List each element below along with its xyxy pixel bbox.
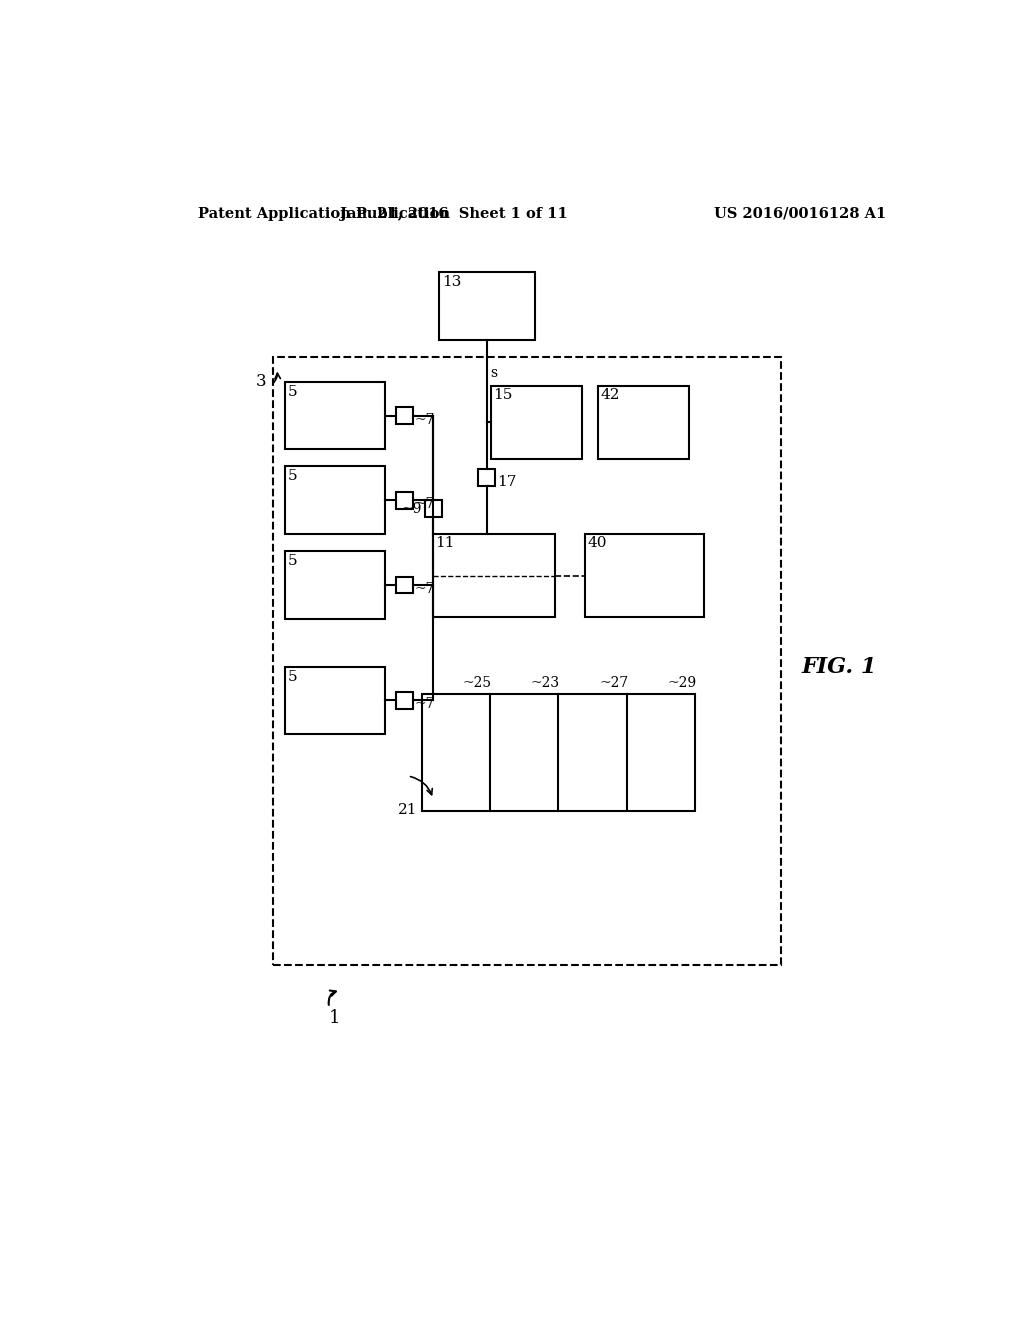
Text: Patent Application Publication: Patent Application Publication bbox=[199, 207, 451, 220]
Bar bbox=[478, 470, 495, 487]
Bar bbox=[396, 577, 413, 594]
Text: 5: 5 bbox=[288, 385, 297, 399]
Bar bbox=[285, 667, 385, 734]
Bar bbox=[285, 552, 385, 619]
Text: ~7: ~7 bbox=[415, 697, 435, 711]
Text: s: s bbox=[489, 367, 497, 380]
Text: ~25: ~25 bbox=[463, 676, 492, 689]
Bar bbox=[285, 381, 385, 449]
Text: 5: 5 bbox=[288, 669, 297, 684]
Text: ~9: ~9 bbox=[401, 502, 422, 516]
Text: ~29: ~29 bbox=[668, 676, 696, 689]
Bar bbox=[585, 535, 705, 618]
Text: 1: 1 bbox=[330, 1010, 341, 1027]
Bar bbox=[433, 535, 555, 618]
Text: 17: 17 bbox=[497, 475, 516, 488]
Bar bbox=[598, 385, 689, 459]
Text: Jan. 21, 2016  Sheet 1 of 11: Jan. 21, 2016 Sheet 1 of 11 bbox=[340, 207, 568, 220]
Bar bbox=[438, 272, 535, 341]
Text: 13: 13 bbox=[441, 276, 461, 289]
Bar bbox=[422, 693, 695, 810]
Text: 5: 5 bbox=[288, 554, 297, 568]
Text: ~7: ~7 bbox=[415, 412, 435, 426]
Bar bbox=[396, 407, 413, 424]
Text: 40: 40 bbox=[587, 536, 606, 550]
Text: 3: 3 bbox=[256, 374, 267, 391]
Bar bbox=[273, 358, 781, 965]
Text: 21: 21 bbox=[398, 803, 418, 817]
Bar bbox=[490, 385, 582, 459]
Text: FIG. 1: FIG. 1 bbox=[801, 656, 877, 677]
Text: ~23: ~23 bbox=[531, 676, 560, 689]
Text: 42: 42 bbox=[600, 388, 620, 401]
Text: ~7: ~7 bbox=[415, 498, 435, 511]
Text: 5: 5 bbox=[288, 470, 297, 483]
Text: 15: 15 bbox=[494, 388, 513, 401]
Text: ~27: ~27 bbox=[599, 676, 629, 689]
Bar bbox=[396, 492, 413, 508]
Bar bbox=[285, 466, 385, 535]
Text: US 2016/0016128 A1: US 2016/0016128 A1 bbox=[715, 207, 887, 220]
Bar bbox=[425, 500, 441, 517]
Bar bbox=[396, 692, 413, 709]
Text: 11: 11 bbox=[435, 536, 455, 550]
Text: ~7: ~7 bbox=[415, 582, 435, 595]
